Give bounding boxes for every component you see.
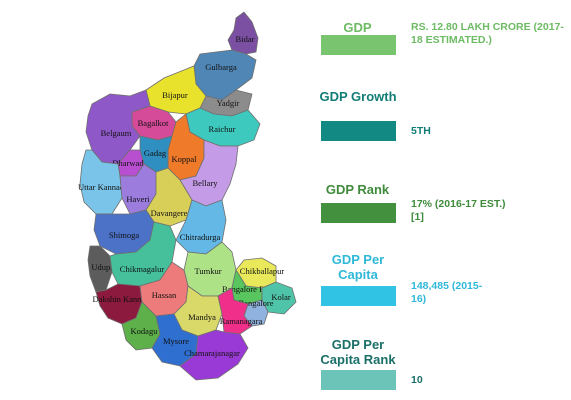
district-label: Uttar Kannad: [78, 182, 125, 192]
gdp-per-capita-rank-value: 10: [411, 374, 423, 386]
district-label: Bidar: [236, 34, 255, 44]
district-label: Bangalore: [239, 298, 274, 308]
district-chamarajanagar: Chamarajanagar: [179, 329, 249, 381]
district-label: Haveri: [126, 194, 150, 204]
gdp-growth-title: GDP Growth: [319, 89, 397, 104]
district-udupi: Udupi: [87, 245, 113, 293]
district-label: Tumkur: [194, 266, 221, 276]
district-label: Hassan: [152, 290, 177, 300]
gdp-per-capita-rank-title: GDP Per Capita Rank: [320, 337, 396, 367]
gdp-growth-bar: [321, 121, 396, 141]
district-label: Dakshin Kannad: [93, 294, 151, 304]
gdp-rank-bar: [321, 203, 396, 223]
district-label: Mandya: [188, 312, 216, 322]
district-uttar-kannad: Uttar Kannad: [78, 149, 125, 215]
district-label: Chitradurga: [180, 232, 221, 242]
district-label: Koppal: [171, 154, 197, 164]
district-shape: [179, 329, 249, 381]
district-label: Chikballapur: [240, 266, 285, 276]
district-label: Udupi: [91, 262, 113, 272]
district-label: Bijapur: [162, 90, 188, 100]
gdp-growth-value: 5TH: [411, 125, 431, 137]
district-davangere: Davangere: [145, 167, 193, 227]
district-label: Shimoga: [109, 230, 139, 240]
district-label: Yadgir: [217, 98, 240, 108]
district-label: Chikmagalur: [120, 264, 165, 274]
district-label: Mysore: [163, 336, 189, 346]
district-label: Kodagu: [131, 326, 159, 336]
district-label: Belgaum: [101, 128, 132, 138]
district-shape: [145, 167, 193, 227]
district-chitradurga: Chitradurga: [175, 199, 227, 255]
district-label: Dharwad: [112, 158, 144, 168]
gdp-per-capita-bar: [321, 286, 396, 306]
gdp-per-capita-rank-bar: [321, 370, 396, 390]
district-bidar: Bidar: [227, 11, 259, 55]
district-shape: [79, 149, 123, 215]
district-ramanagara: Ramanagara: [217, 287, 263, 335]
district-shape: [227, 11, 259, 55]
district-shape: [175, 199, 227, 255]
gdp-bar: [321, 35, 396, 55]
district-label: Bangalore Rural: [222, 284, 279, 294]
district-label: Kolar: [271, 292, 291, 302]
district-label: Bellary: [192, 178, 218, 188]
district-label: Gadag: [144, 148, 167, 158]
district-label: Chamarajanagar: [184, 348, 240, 358]
gdp-rank-value: 17% (2016-17 EST.)[1]: [411, 198, 506, 223]
gdp-per-capita-value: 148,485 (2015-16): [411, 280, 483, 305]
gdp-per-capita-title: GDP Per Capita: [331, 252, 385, 282]
gdp-rank-title: GDP Rank: [325, 182, 390, 197]
gdp-title: GDP: [343, 20, 372, 35]
district-label: Gulbarga: [205, 62, 237, 72]
district-label: Bagalkot: [138, 118, 169, 128]
karnataka-district-map: Bidar Gulbarga Yadgir Bijapur Bagalkot B…: [78, 11, 297, 381]
district-label: Davangere: [151, 208, 188, 218]
gdp-value: RS. 12.80 LAKH CRORE (2017-18 ESTIMATED.…: [411, 21, 564, 46]
district-shape: [217, 287, 253, 335]
district-label: Raichur: [209, 124, 236, 134]
district-label: Ramanagara: [220, 316, 263, 326]
